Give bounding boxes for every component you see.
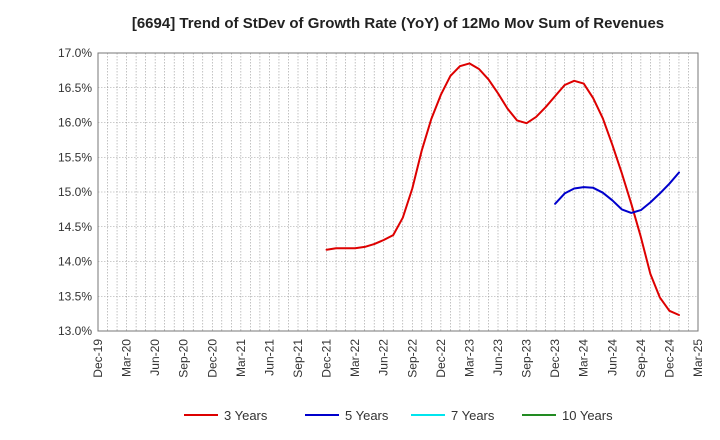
x-tick-label: Dec-23	[548, 339, 562, 378]
legend-label: 5 Years	[345, 408, 389, 423]
plot-frame	[97, 52, 699, 332]
x-tick-label: Dec-20	[205, 339, 219, 378]
y-tick-label: 16.0%	[58, 116, 92, 130]
x-tick-label: Mar-21	[234, 339, 248, 377]
legend-label: 3 Years	[224, 408, 268, 423]
x-tick-label: Sep-24	[634, 339, 648, 378]
y-tick-label: 14.5%	[58, 220, 92, 234]
x-tick-label: Mar-20	[120, 339, 134, 377]
y-tick-label: 15.0%	[58, 185, 92, 199]
x-tick-label: Sep-21	[291, 339, 305, 378]
y-tick-label: 14.0%	[58, 255, 92, 269]
x-tick-label: Dec-22	[434, 339, 448, 378]
x-axis: Dec-19 Mar-20 Jun-20 Sep-20 Dec-20 Mar-21 Jun-…	[91, 339, 705, 378]
x-tick-label: Sep-23	[520, 339, 534, 378]
series-line-3-years	[325, 62, 680, 316]
x-tick-label: Sep-20	[177, 339, 191, 378]
series-layer	[325, 62, 680, 316]
legend: 3 Years 5 Years 7 Years 10 Years	[184, 408, 613, 423]
series-line-5-years	[554, 171, 680, 214]
x-tick-label: Mar-23	[462, 339, 476, 377]
chart-title: [6694] Trend of StDev of Growth Rate (Yo…	[132, 15, 664, 32]
x-tick-label: Jun-22	[377, 339, 391, 376]
legend-item-10-years: 10 Years	[522, 408, 613, 423]
y-tick-label: 16.5%	[58, 81, 92, 95]
legend-item-5-years: 5 Years	[305, 408, 389, 423]
x-tick-label: Dec-19	[91, 339, 105, 378]
y-tick-label: 13.5%	[58, 289, 92, 303]
grid	[98, 52, 698, 332]
x-tick-label: Sep-22	[405, 339, 419, 378]
x-tick-label: Mar-22	[348, 339, 362, 377]
x-tick-label: Jun-20	[148, 339, 162, 376]
x-tick-label: Mar-24	[577, 339, 591, 377]
legend-item-3-years: 3 Years	[184, 408, 268, 423]
legend-label: 7 Years	[451, 408, 495, 423]
legend-item-7-years: 7 Years	[411, 408, 495, 423]
y-axis: 13.0% 13.5% 14.0% 14.5% 15.0% 15.5% 16.0% 16.5%…	[58, 46, 92, 338]
x-tick-label: Jun-21	[262, 339, 276, 376]
x-tick-label: Mar-25	[691, 339, 705, 377]
legend-label: 10 Years	[562, 408, 613, 423]
x-tick-label: Dec-24	[662, 339, 676, 378]
y-tick-label: 17.0%	[58, 46, 92, 60]
y-tick-label: 15.5%	[58, 150, 92, 164]
x-tick-label: Dec-21	[320, 339, 334, 378]
x-tick-label: Jun-23	[491, 339, 505, 376]
x-tick-label: Jun-24	[605, 339, 619, 376]
y-tick-label: 13.0%	[58, 324, 92, 338]
